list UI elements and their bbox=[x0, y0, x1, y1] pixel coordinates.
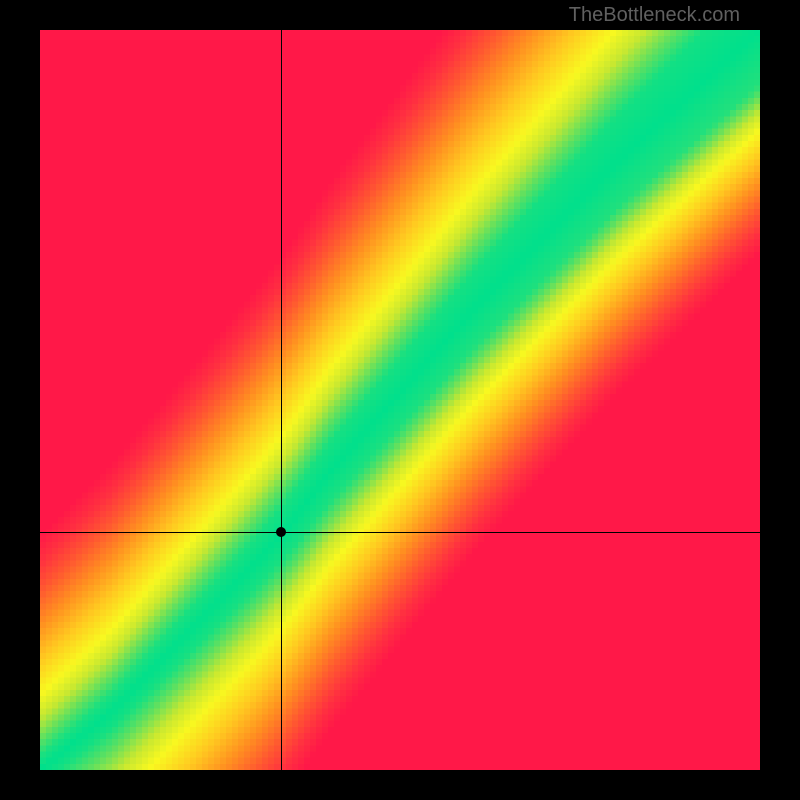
heatmap-plot bbox=[40, 30, 760, 770]
crosshair-marker bbox=[276, 527, 286, 537]
watermark-text: TheBottleneck.com bbox=[569, 4, 740, 27]
heatmap-canvas bbox=[40, 30, 760, 770]
crosshair-horizontal bbox=[40, 532, 760, 533]
crosshair-vertical bbox=[281, 30, 282, 770]
